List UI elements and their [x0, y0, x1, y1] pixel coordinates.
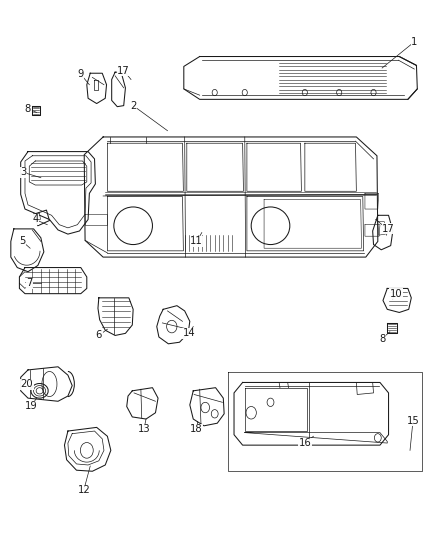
Text: 10: 10	[389, 289, 402, 298]
Text: 7: 7	[26, 278, 32, 288]
Text: 18: 18	[191, 424, 203, 434]
Text: 17: 17	[117, 66, 130, 76]
Text: 9: 9	[78, 69, 84, 79]
Text: 6: 6	[95, 330, 102, 341]
Text: 19: 19	[25, 401, 37, 411]
Text: 16: 16	[298, 438, 311, 448]
Text: 11: 11	[190, 237, 203, 246]
Text: 8: 8	[25, 104, 31, 114]
Text: 4: 4	[32, 214, 39, 224]
Text: 1: 1	[411, 37, 417, 47]
Text: 5: 5	[19, 237, 25, 246]
Text: 8: 8	[379, 334, 385, 344]
Text: 17: 17	[382, 224, 395, 234]
Text: 13: 13	[138, 424, 150, 434]
Text: 14: 14	[183, 328, 195, 338]
Text: 3: 3	[21, 167, 27, 177]
Text: 20: 20	[21, 379, 33, 389]
Text: 15: 15	[406, 416, 420, 425]
Text: 12: 12	[78, 485, 90, 495]
Text: 2: 2	[130, 101, 136, 111]
